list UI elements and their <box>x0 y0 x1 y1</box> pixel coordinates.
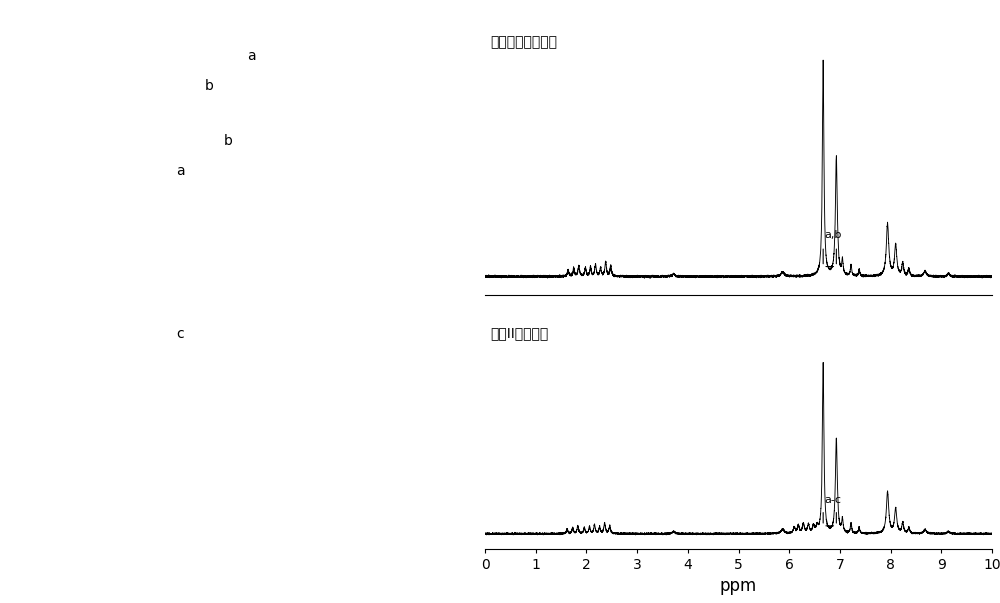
Text: c: c <box>177 327 184 341</box>
X-axis label: ppm: ppm <box>720 577 757 595</box>
Text: a-c: a-c <box>824 495 841 505</box>
Text: a: a <box>176 164 185 178</box>
Text: b: b <box>205 80 213 93</box>
Text: 胺胺化新吴咐菁维: 胺胺化新吴咐菁维 <box>490 35 557 49</box>
Text: 式（II）化合物: 式（II）化合物 <box>490 326 548 341</box>
Text: b: b <box>224 134 232 148</box>
Text: a: a <box>247 49 256 63</box>
Text: a,b: a,b <box>824 230 842 241</box>
